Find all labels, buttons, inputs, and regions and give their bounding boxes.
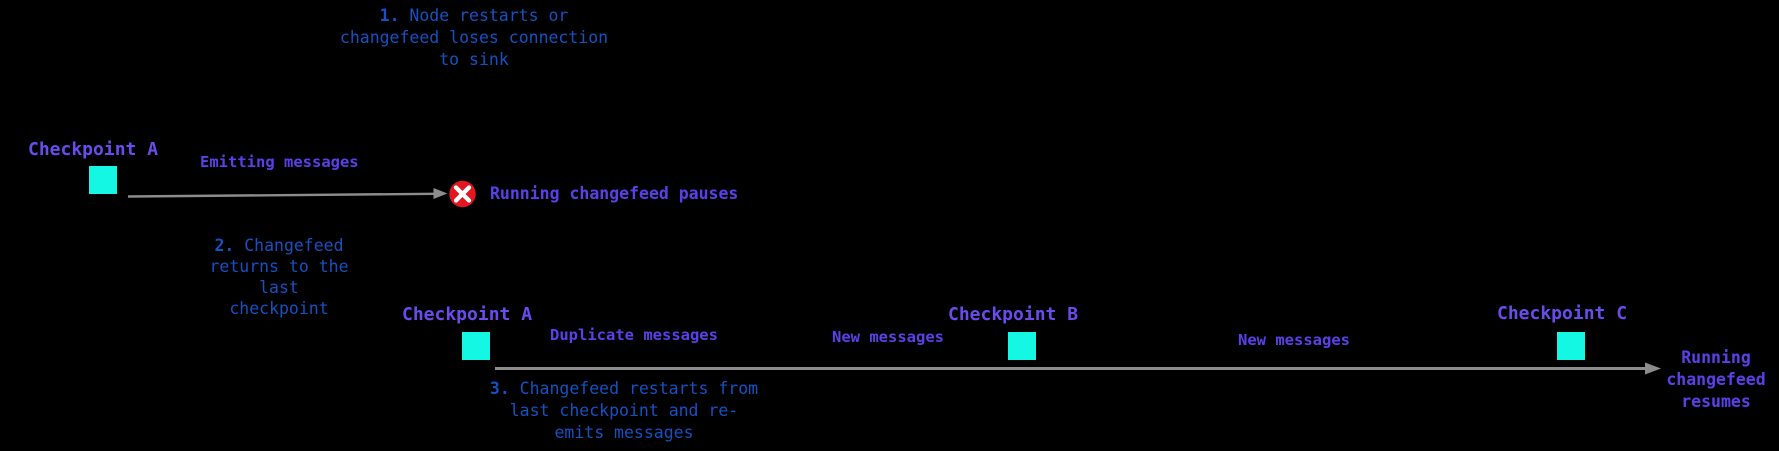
timeline2-checkpoint-c-marker (1557, 332, 1585, 360)
timeline2-checkpoint-b-marker (1008, 332, 1036, 360)
annotation-2-line-4: checkpoint (229, 299, 329, 318)
timeline2-checkpoint-b-label: Checkpoint B (948, 304, 1079, 325)
timeline1-arrowhead (433, 188, 448, 199)
timeline2-checkpoint-c-label: Checkpoint C (1497, 303, 1628, 324)
annotation-1-line-2: changefeed loses connection (339, 28, 609, 47)
annotation-2-line-2: returns to the (209, 257, 349, 276)
annotation-2-line-1: 2. Changefeed (189, 235, 369, 256)
timeline1-checkpoint-a-label: Checkpoint A (28, 139, 159, 160)
annotation-3: 3. Changefeed restarts from last checkpoi… (464, 378, 784, 444)
timeline2-checkpoint-a-label: Checkpoint A (402, 304, 533, 325)
new-messages-label-2: New messages (1238, 331, 1350, 349)
annotation-3-line-1: 3. Changefeed restarts from (464, 378, 784, 400)
running-changefeed-resumes-label: Running changefeed resumes (1660, 347, 1772, 413)
annotation-3-line-3: emits messages (554, 423, 694, 442)
cancel-x-icon-stroke-2 (453, 185, 472, 203)
annotation-2: 2. Changefeed returns to the last checkpo… (189, 235, 369, 319)
resume-line-3: resumes (1681, 392, 1751, 411)
annotation-1-line-3: to sink (439, 50, 509, 69)
annotation-3-text: Changefeed restarts from (519, 379, 759, 398)
resume-line-1: Running (1681, 348, 1751, 367)
annotation-1-number: 1. (379, 6, 400, 25)
resume-line-2: changefeed (1666, 370, 1766, 389)
annotation-2-number: 2. (214, 236, 235, 255)
timeline1-checkpoint-a-marker (89, 166, 117, 194)
timeline2-arrowhead (1645, 362, 1661, 375)
timeline2-checkpoint-a-marker (462, 332, 490, 360)
duplicate-messages-label: Duplicate messages (550, 326, 718, 344)
emitting-messages-label: Emitting messages (200, 153, 359, 171)
annotation-3-number: 3. (489, 379, 510, 398)
running-changefeed-pauses-label: Running changefeed pauses (490, 184, 739, 203)
new-messages-label-1: New messages (832, 328, 944, 346)
timeline1-arrow-line (127, 192, 435, 198)
annotation-2-line-3: last (259, 278, 299, 297)
annotation-1-line-1: 1. Node restarts or (314, 5, 634, 27)
changefeed-pause-icon (449, 180, 476, 208)
annotation-1-text: Node restarts or (409, 6, 569, 25)
annotation-2-text: Changefeed (244, 236, 344, 255)
annotation-1: 1. Node restarts or changefeed loses conn… (314, 5, 634, 71)
annotation-3-line-2: last checkpoint and re- (509, 401, 739, 420)
